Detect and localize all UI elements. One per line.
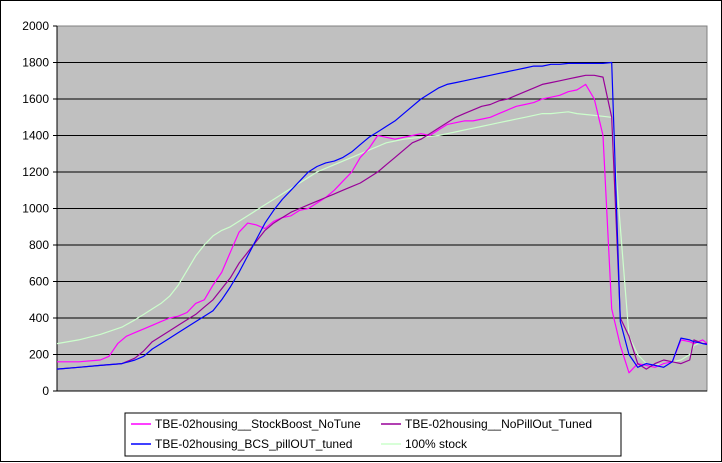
series-line-0 <box>57 83 708 374</box>
gridlines <box>57 62 707 355</box>
legend-label: TBE-02housing__StockBoost_NoTune <box>155 417 361 431</box>
y-tick-label: 2000 <box>22 19 49 33</box>
series-line-2 <box>56 61 708 370</box>
y-tick-label: 1200 <box>22 165 49 179</box>
y-tick-label: 400 <box>29 311 49 325</box>
series-lines <box>56 61 708 374</box>
legend-label: TBE-02housing_BCS_pillOUT_tuned <box>155 437 352 451</box>
y-tick-label: 200 <box>29 348 49 362</box>
legend: TBE-02housing__StockBoost_NoTune TBE-02ho… <box>124 412 622 457</box>
y-tick-label: 1400 <box>22 129 49 143</box>
legend-label: 100% stock <box>405 437 468 451</box>
legend-label: TBE-02housing__NoPillOut_Tuned <box>405 417 592 431</box>
y-tick-label: 1600 <box>22 92 49 106</box>
legend-box <box>124 412 622 457</box>
y-tick-label: 800 <box>29 238 49 252</box>
y-tick-label: 1000 <box>22 202 49 216</box>
y-tick-label: 0 <box>42 384 49 398</box>
y-axis: 0 200 400 600 800 1000 1200 1400 1600 1800 2000 <box>22 19 707 398</box>
y-tick-label: 600 <box>29 275 49 289</box>
y-tick-label: 1800 <box>22 56 49 70</box>
series-line-3 <box>56 111 707 366</box>
